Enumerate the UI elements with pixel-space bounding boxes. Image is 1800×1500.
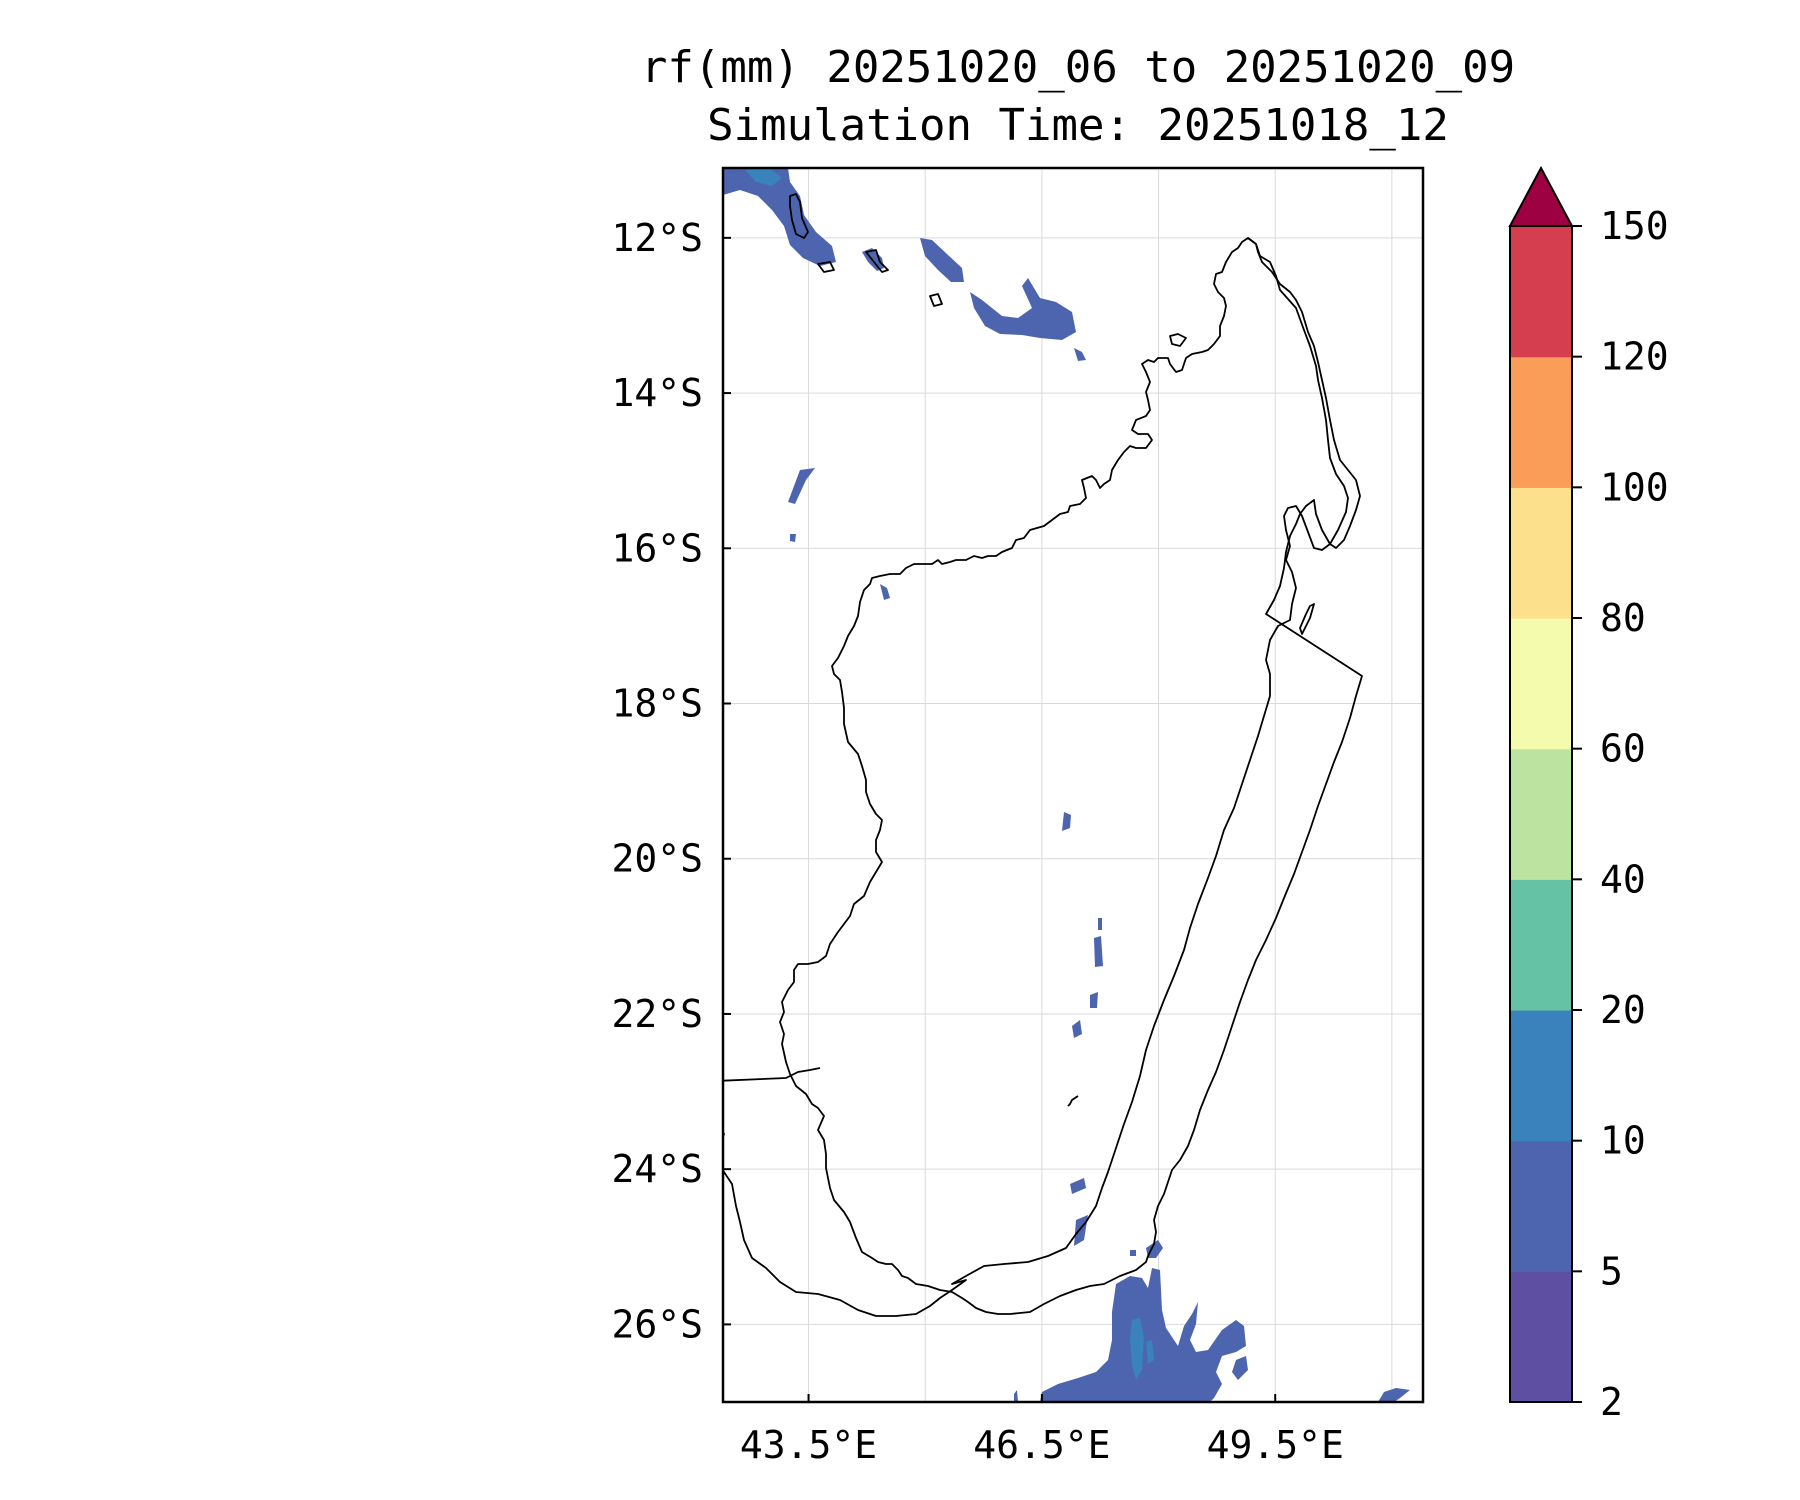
colorbar-extend-arrow (1508, 165, 1574, 227)
lat-tick-label: 20°S (611, 837, 703, 881)
comoros-coastline-4 (929, 293, 943, 307)
rain-patch-southern-band-east (1232, 1356, 1248, 1380)
colorbar-segment (1510, 879, 1572, 1011)
map-frame (721, 166, 1425, 1404)
sainte-marie-coastline (1299, 603, 1315, 635)
map-title-line1: rf(mm) 20251020_06 to 20251020_09 (641, 42, 1515, 93)
rain-patch-west-small (788, 468, 815, 504)
rain-patch-northwest-core (745, 168, 782, 186)
rain-patch-southern-core-2 (1146, 1340, 1154, 1364)
madagascar-coastline-main (779, 237, 1363, 1315)
map-title-line2: Simulation Time: 20251018_12 (707, 100, 1449, 151)
colorbar-frame (1509, 225, 1573, 1403)
lat-tick-label: 22°S (611, 992, 703, 1036)
colorbar-tick-label: 5 (1600, 1249, 1623, 1293)
comoros-coastline-2 (817, 261, 835, 273)
colorbar-tick-label: 120 (1600, 335, 1669, 379)
rain-patch-north-arc (920, 238, 964, 282)
graticule (723, 168, 1423, 1402)
rain-patch-east-1 (1098, 918, 1102, 930)
rain-patch-northwest-channel (723, 168, 836, 266)
map-plot-area: 12°S14°S16°S18°S20°S22°S24°S26°S 43.5°E 4… (611, 166, 1425, 1467)
rain-patch-mahajanga (880, 584, 890, 600)
rain-patch-nosy-be-tail (1074, 348, 1086, 361)
colorbar-segment (1510, 1010, 1572, 1142)
nosy-be-coastline (1169, 333, 1187, 347)
rain-patch-southern-core (1130, 1318, 1144, 1380)
lat-tick-label: 16°S (611, 526, 703, 570)
longitude-ticks: 43.5°E 46.5°E 49.5°E (740, 1394, 1344, 1467)
rain-patch-southeast-1 (1070, 1178, 1086, 1194)
rain-patch-west-dot (790, 534, 796, 542)
lat-tick-label: 14°S (611, 371, 703, 415)
lon-tick-label: 46.5°E (973, 1423, 1110, 1467)
colorbar-tick-label: 100 (1600, 465, 1669, 509)
rain-patch-south-small (1014, 1390, 1018, 1402)
rain-patch-east-2 (1094, 936, 1103, 967)
colorbar-tick-label: 20 (1600, 988, 1646, 1032)
colorbar-segment (1510, 1271, 1572, 1403)
colorbar-tick-label: 40 (1600, 857, 1646, 901)
rain-patch-east-3 (1090, 992, 1098, 1008)
rain-patch-central (1062, 812, 1071, 831)
map-background (723, 168, 1423, 1402)
colorbar-tick-label: 10 (1600, 1119, 1646, 1163)
lat-tick-label: 12°S (611, 216, 703, 260)
lat-tick-label: 24°S (611, 1147, 703, 1191)
comoros-coastline-3 (865, 249, 889, 273)
madagascar-coastline (723, 237, 1349, 1317)
latitude-ticks: 12°S 14°S 16°S 18°S 20°S 22°S 24°S 26°S (611, 216, 731, 1346)
rain-patch-nosy-be (970, 278, 1076, 340)
comoros-coastline-1 (789, 193, 809, 239)
lat-tick-label: 18°S (611, 682, 703, 726)
colorbar-segment (1510, 226, 1572, 358)
colorbar-tick-label: 60 (1600, 727, 1646, 771)
coastline-layer (723, 193, 1363, 1317)
rain-patch-east-4 (1072, 1020, 1082, 1038)
colorbar: 2 5 10 20 40 60 80 100 120 150 (1508, 165, 1669, 1424)
colorbar-segment (1510, 1140, 1572, 1272)
colorbar-segment (1510, 618, 1572, 750)
colorbar-tick-label: 150 (1600, 204, 1669, 248)
rainfall-layer (723, 168, 1410, 1402)
colorbar-segment (1510, 487, 1572, 619)
colorbar-tick-label: 80 (1600, 596, 1646, 640)
rain-patch-southeast-corner (1378, 1388, 1410, 1402)
lon-tick-label: 43.5°E (740, 1423, 877, 1467)
lat-tick-label: 26°S (611, 1302, 703, 1346)
colorbar-tick-label: 2 (1600, 1380, 1623, 1424)
lon-tick-label: 49.5°E (1207, 1423, 1344, 1467)
colorbar-segment (1510, 748, 1572, 880)
colorbar-segment (1510, 356, 1572, 488)
